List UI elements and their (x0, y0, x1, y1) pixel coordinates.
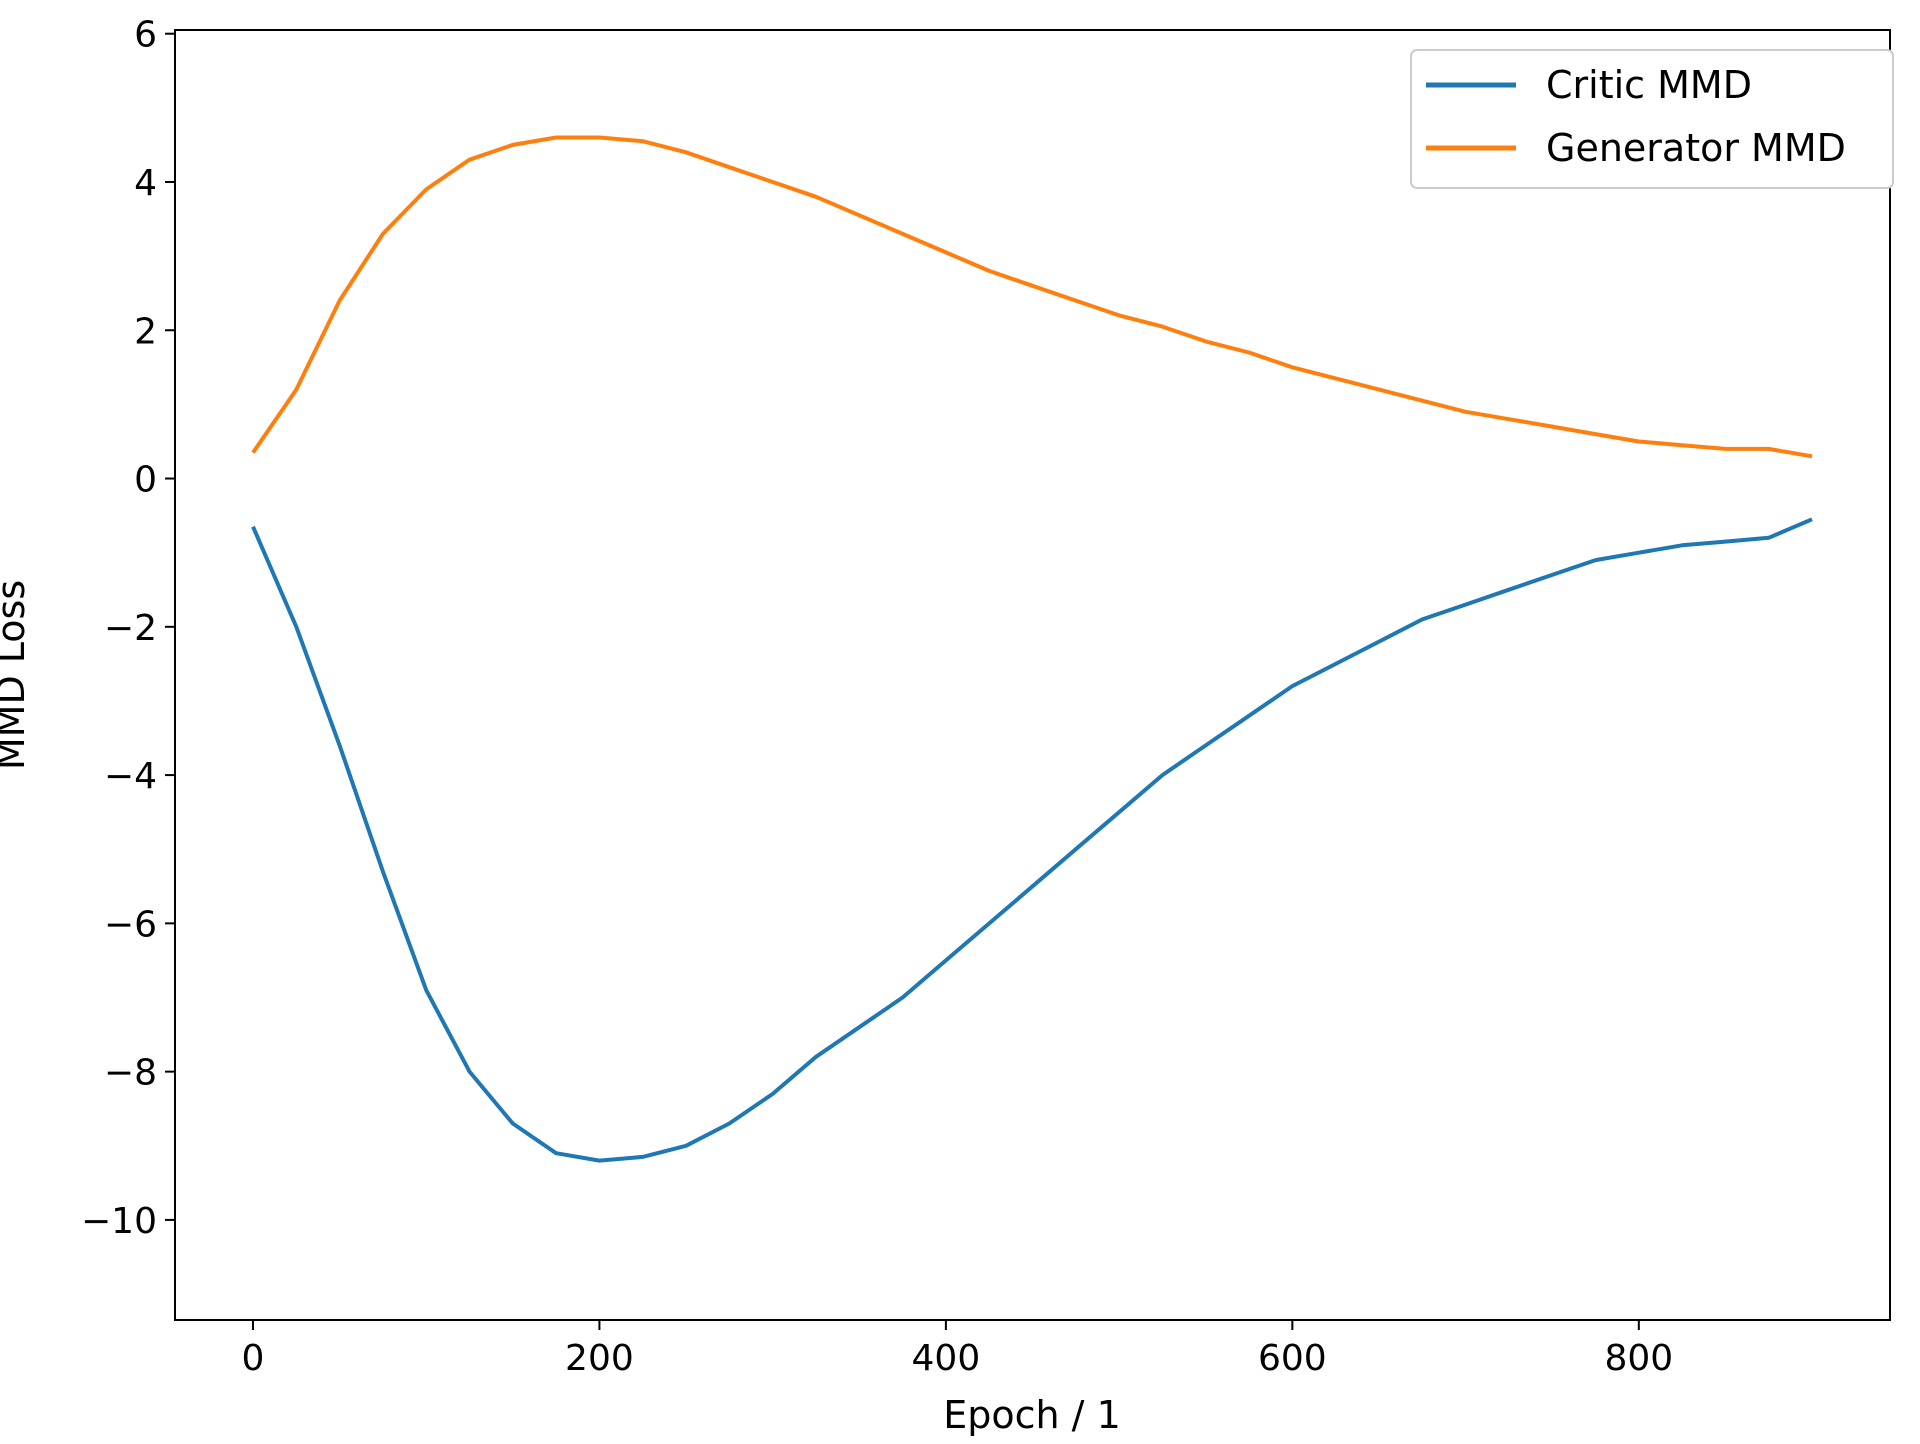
legend-label-critic: Critic MMD (1546, 63, 1752, 107)
x-tick-label: 600 (1258, 1338, 1327, 1379)
y-tick-label: −2 (104, 608, 157, 649)
x-tick-label: 400 (912, 1338, 981, 1379)
y-tick-label: 6 (134, 15, 157, 56)
y-tick-label: −8 (104, 1053, 157, 1094)
y-tick-label: 4 (134, 163, 157, 204)
y-tick-label: −6 (104, 904, 157, 945)
plot-area (175, 30, 1890, 1320)
y-axis-label: MMD Loss (0, 580, 33, 770)
y-tick-label: 0 (134, 460, 157, 501)
x-axis: 0 200 400 600 800 (242, 1320, 1674, 1379)
y-tick-label: −10 (81, 1201, 157, 1242)
x-axis-label: Epoch / 1 (943, 1393, 1121, 1437)
x-tick-label: 0 (242, 1338, 265, 1379)
x-tick-label: 200 (565, 1338, 634, 1379)
y-tick-label: −4 (104, 756, 157, 797)
y-axis: −10 −8 −6 −4 −2 0 2 4 6 (81, 15, 175, 1242)
legend: Critic MMD Generator MMD (1411, 50, 1893, 188)
x-tick-label: 800 (1604, 1338, 1673, 1379)
legend-label-generator: Generator MMD (1546, 126, 1846, 170)
y-tick-label: 2 (134, 311, 157, 352)
